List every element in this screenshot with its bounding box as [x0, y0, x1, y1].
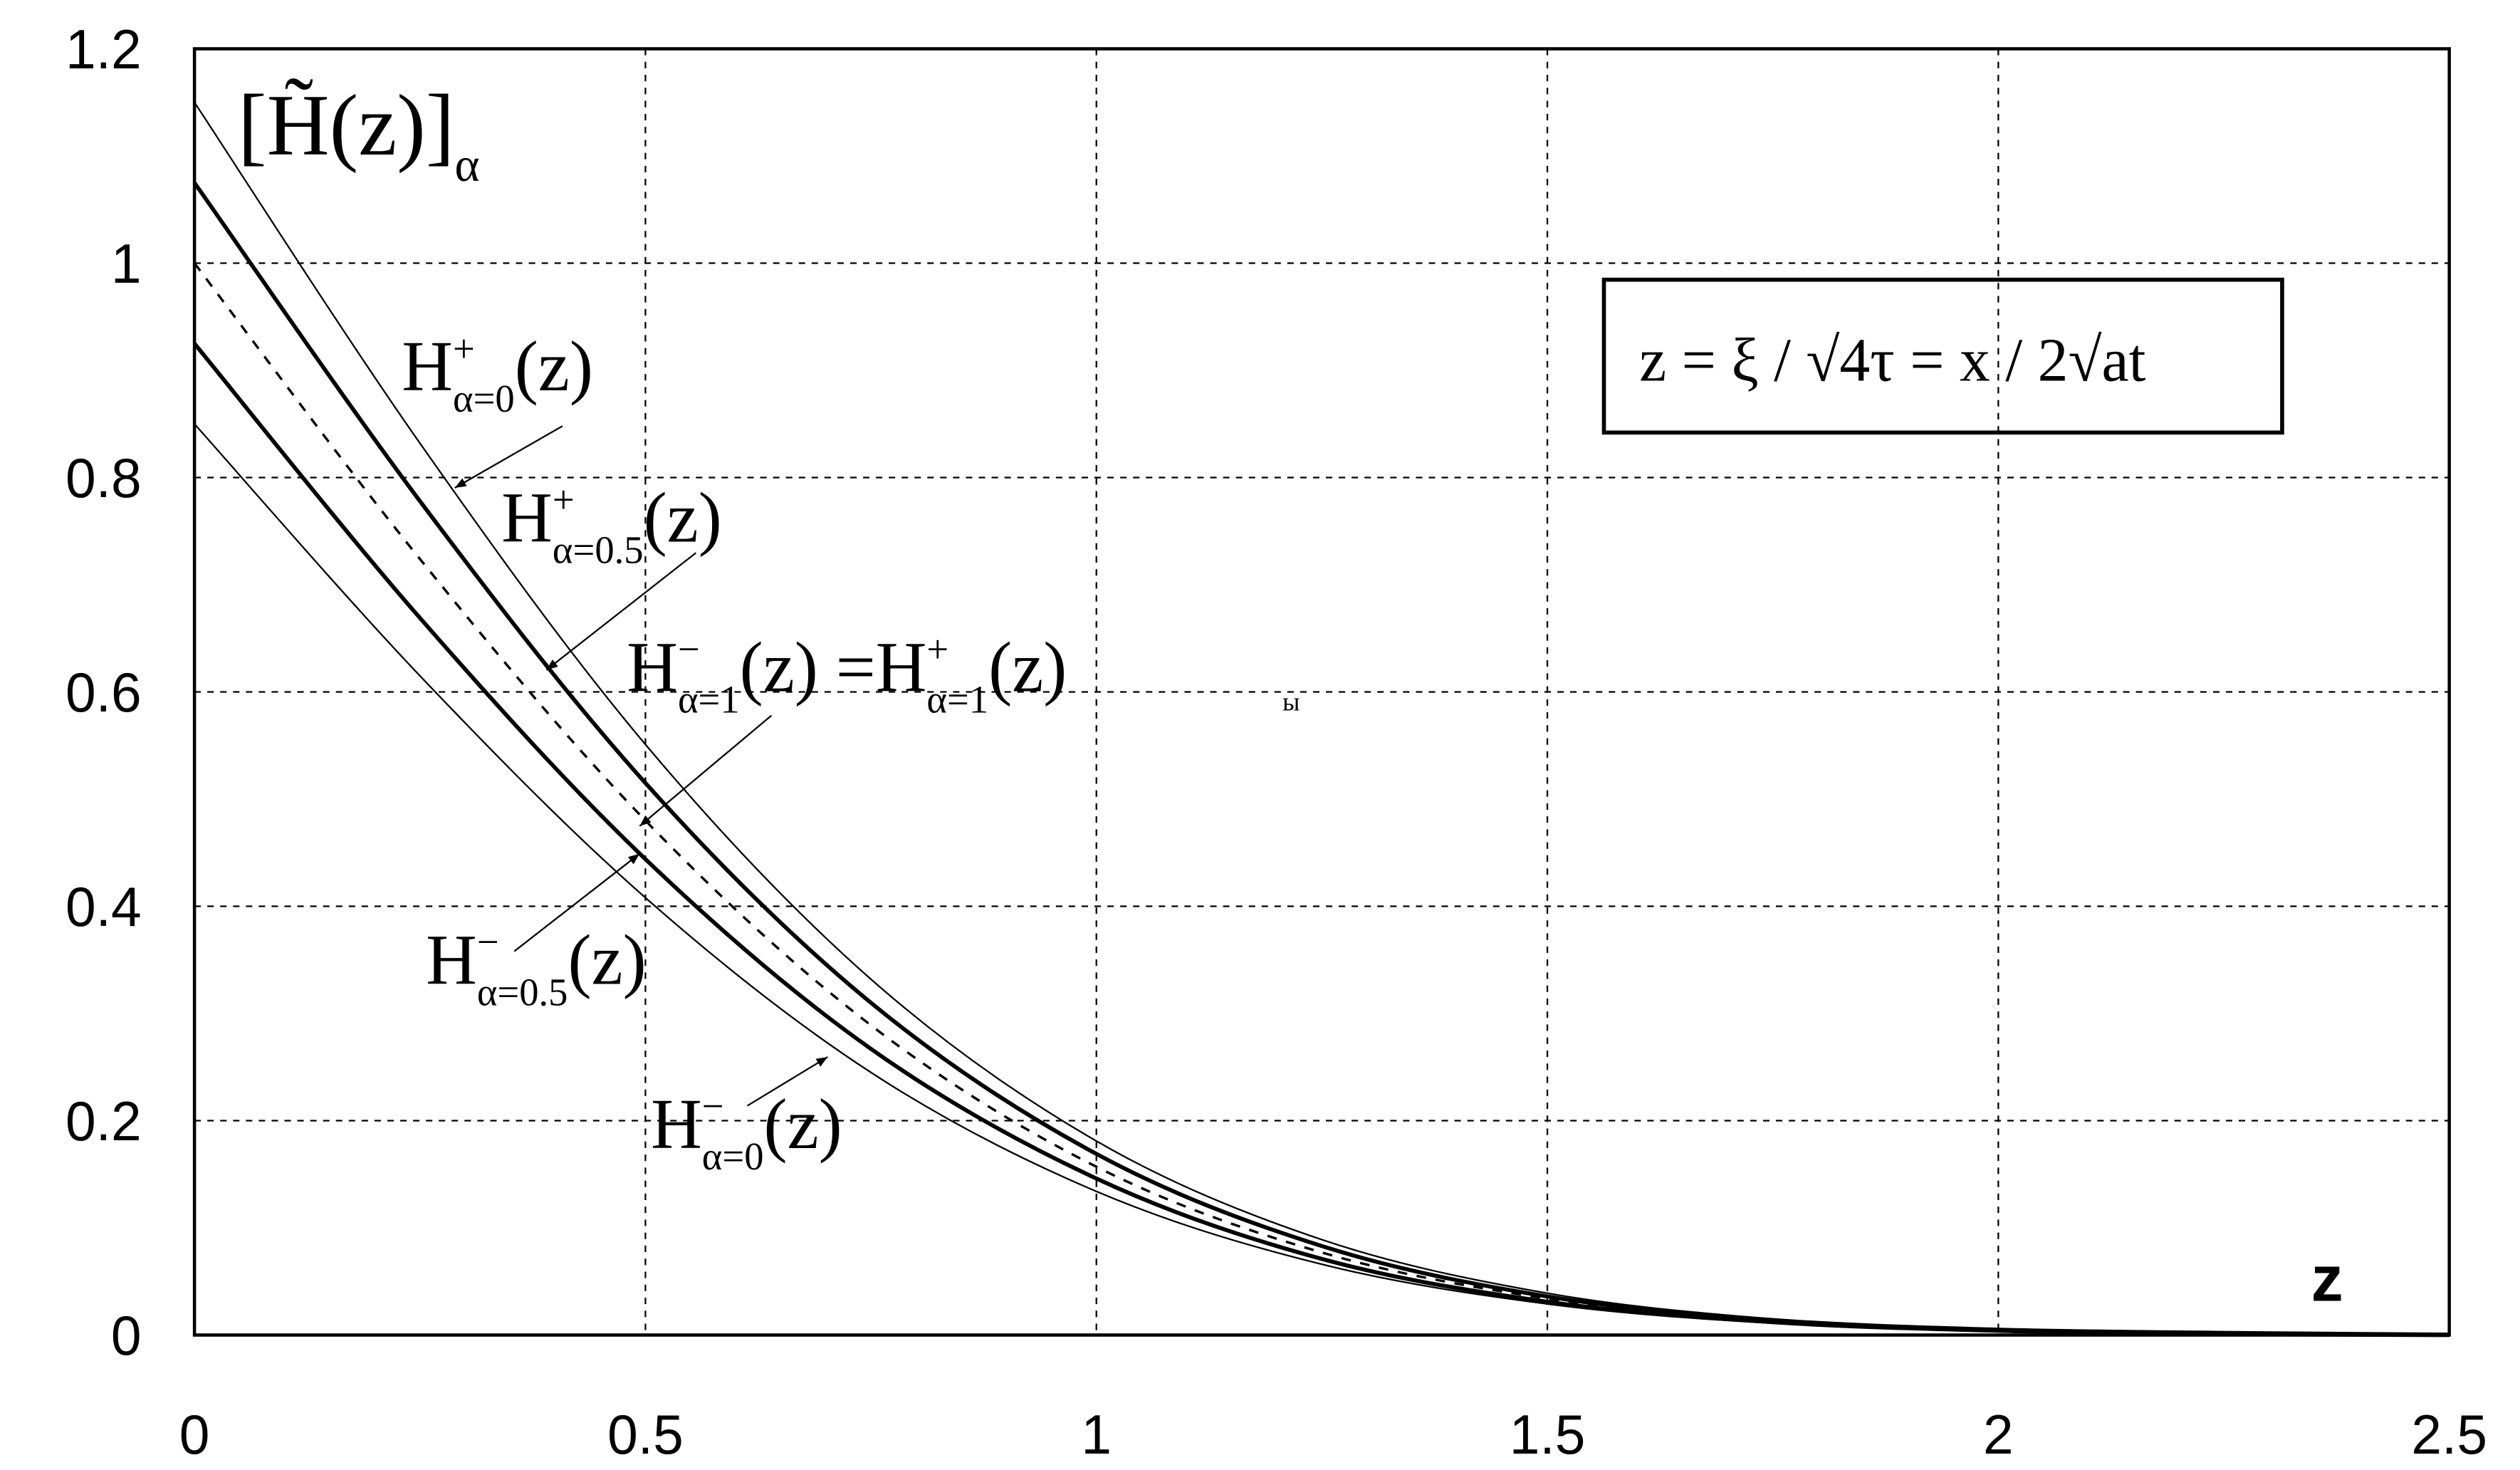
x-tick-label: 2.5: [2411, 1404, 2487, 1466]
y-tick-label: 0.6: [66, 662, 142, 723]
y-tick-label: 0.8: [66, 447, 142, 509]
y-tick-label: 0.2: [66, 1090, 142, 1152]
annotation-arrow: [545, 552, 696, 671]
annotation-tail: (z): [764, 1084, 842, 1164]
formula-box: [1601, 277, 2284, 435]
annotation-sub: α=0.5: [477, 970, 568, 1013]
x-tick-label: 1.5: [1510, 1404, 1586, 1466]
annotation-tail: (z) =: [740, 627, 876, 707]
annotation-base: H: [876, 627, 927, 707]
annotation-sup: +: [553, 478, 575, 521]
annotation-tail: (z): [515, 326, 593, 406]
annotation-arrow: [454, 425, 563, 489]
annotation-sub: α=1: [926, 677, 988, 721]
annotation-sub: α=0: [702, 1135, 764, 1178]
curve: [194, 423, 2450, 1336]
y-tick-label: 1.2: [66, 19, 142, 80]
x-tick-label: 2: [1983, 1404, 2014, 1466]
y-tick-label: 0.4: [66, 876, 142, 937]
annotation-tail: (z): [644, 478, 722, 558]
annotation-base: H: [627, 627, 678, 707]
x-tick-label: 1: [1081, 1404, 1112, 1466]
annotation-arrow: [513, 853, 640, 952]
annotation-sup: +: [926, 627, 948, 671]
annotation-sub: α=0: [453, 377, 515, 420]
annotation-base: H: [402, 326, 453, 406]
annotation-tail: (z): [568, 920, 646, 1000]
annotation-base: H: [501, 478, 553, 558]
y-tick-label: 0: [111, 1305, 142, 1366]
plot-frame: [192, 47, 2451, 1337]
annotation-tail: (z): [988, 627, 1067, 707]
annotation-sub: α=1: [678, 677, 740, 721]
annotation-sub: α=0.5: [553, 528, 644, 571]
x-label: z: [2311, 1243, 2343, 1315]
y-tick-label: 1: [111, 233, 142, 294]
annotation-base: ы: [1282, 688, 1300, 716]
annotation-arrow: [639, 714, 773, 827]
annotation-sup: +: [453, 326, 475, 370]
formula: z = ξ / √4τ = x / 2√at: [1639, 325, 2145, 395]
annotation-base: H: [426, 920, 477, 1000]
annotation-sup: −: [678, 627, 700, 671]
y-label-base: [H̃(z)]: [238, 76, 454, 174]
annotation-sup: −: [702, 1084, 724, 1127]
y-label-sub: α: [454, 138, 479, 192]
x-tick-label: 0: [179, 1404, 210, 1466]
x-tick-label: 0.5: [607, 1404, 684, 1466]
annotation-base: H: [651, 1084, 702, 1164]
annotation-sup: −: [477, 920, 499, 964]
annotation-arrow: [746, 1056, 828, 1107]
